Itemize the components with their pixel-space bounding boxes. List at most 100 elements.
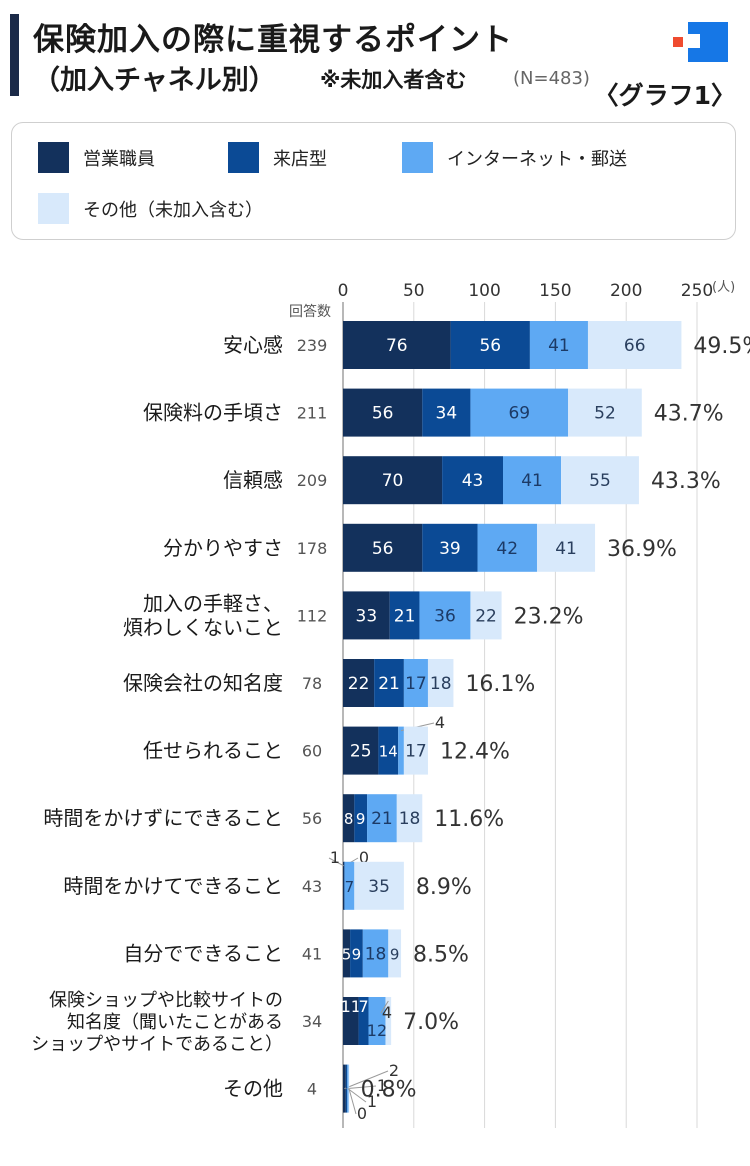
data-label: 70: [382, 471, 404, 491]
response-count: 56: [302, 809, 322, 828]
bar-segment-4: [536, 523, 596, 572]
data-label: 9: [352, 945, 362, 963]
data-label: 4: [435, 713, 445, 732]
response-count: 178: [297, 539, 328, 558]
percentage-label: 23.2%: [514, 604, 584, 629]
category-label: 時間をかけずにできること: [43, 806, 283, 830]
data-label: 55: [589, 471, 611, 491]
x-tick-label: 250: [681, 281, 713, 301]
response-count: 60: [302, 742, 322, 761]
data-label: 56: [372, 539, 394, 559]
category-label: 信頼感: [223, 468, 283, 492]
sample-size: (N=483): [513, 68, 590, 89]
bar-segment-3: [368, 997, 386, 1045]
legend-item-internet-mail: インターネット・郵送: [402, 142, 627, 173]
graph-number-label: 〈グラフ1〉: [593, 81, 736, 110]
data-label: 39: [439, 539, 461, 559]
bar-segment-3: [367, 794, 397, 843]
bar-segment-3: [419, 591, 471, 640]
bar-segment-2: [422, 523, 478, 572]
legend-item-other: その他（未加入含む）: [38, 193, 263, 224]
data-label: 43: [462, 471, 484, 491]
data-label: 11: [341, 997, 361, 1016]
response-count: 34: [302, 1012, 322, 1031]
data-label: 18: [365, 944, 387, 964]
category-label: 時間をかけてできること: [63, 874, 283, 898]
percentage-label: 8.5%: [413, 942, 469, 967]
bar-segment-4: [385, 997, 392, 1045]
data-label: 21: [394, 606, 416, 626]
bar-segment-4: [396, 794, 423, 843]
callout-line: [344, 1070, 389, 1090]
legend-swatch: [38, 193, 69, 224]
bar-segment-3: [503, 456, 562, 505]
bar-segment-1: [343, 388, 423, 437]
bar-segment-2: [442, 456, 504, 505]
bar-segment-2: [374, 659, 404, 707]
response-count: 4: [307, 1080, 317, 1099]
legend-label: 来店型: [273, 148, 327, 170]
bar-segment-3: [362, 929, 389, 978]
bar-segment-1: [343, 523, 423, 572]
legend-swatch: [402, 142, 433, 173]
category-label: 安心感: [223, 333, 283, 357]
x-tick-label: 100: [468, 281, 500, 301]
data-label: 36: [434, 606, 456, 626]
response-count: 112: [297, 606, 328, 625]
data-label: 9: [356, 810, 366, 828]
data-label: 69: [508, 404, 530, 424]
legend-label: インターネット・郵送: [447, 148, 627, 170]
category-label: 保険料の手頃さ: [143, 401, 283, 425]
percentage-label: 49.5%: [693, 334, 750, 359]
data-label: 22: [348, 674, 370, 694]
data-label: 42: [496, 539, 518, 559]
bar-segment-1: [343, 659, 375, 707]
chart-note: ※未加入者含む: [320, 68, 467, 92]
x-tick-label: 150: [539, 281, 571, 301]
data-label: 52: [594, 404, 616, 424]
data-label: 2: [389, 1061, 399, 1080]
bar-segment-3: [344, 861, 355, 910]
data-label: 7: [358, 997, 368, 1016]
bar-segment-1: [343, 591, 390, 640]
response-count: 239: [297, 336, 328, 355]
legend-swatch: [38, 142, 69, 173]
percentage-label: 43.3%: [651, 469, 721, 494]
bar-segment-1: [343, 321, 451, 369]
callout-line: [348, 1088, 357, 1115]
data-label: 25: [350, 742, 372, 762]
percentage-label: 8.9%: [416, 875, 472, 900]
bar-segment-1: [343, 929, 351, 978]
percentage-label: 36.9%: [607, 537, 677, 562]
data-label: 17: [405, 742, 427, 762]
response-count: 211: [297, 404, 328, 423]
percentage-label: 43.7%: [654, 402, 724, 427]
bar-segment-1: [343, 726, 379, 775]
category-label: 加入の手軽さ、: [143, 591, 283, 615]
data-label: 76: [386, 336, 408, 356]
bar-segment-2: [358, 997, 369, 1045]
count-header: 回答数: [289, 303, 331, 320]
bar-segment-2: [389, 591, 420, 640]
title-accent-bar: [10, 14, 19, 96]
callout-line: [380, 1000, 389, 1014]
bar-segment-4: [403, 726, 428, 775]
data-label: 14: [379, 743, 398, 761]
bar-segment-3: [529, 321, 588, 369]
percentage-label: 16.1%: [465, 672, 535, 697]
category-label: 知名度（聞いたことがある: [67, 1012, 283, 1033]
bar-segment-2: [422, 388, 471, 437]
data-label: 56: [372, 404, 394, 424]
data-label: 4: [382, 1003, 392, 1022]
category-label: 任せられること: [143, 739, 283, 763]
bar-segment-4: [427, 659, 454, 707]
x-tick-label: 50: [403, 281, 425, 301]
legend: 営業職員 来店型 インターネット・郵送 その他（未加入含む）: [11, 122, 736, 240]
data-label: 41: [555, 539, 577, 559]
data-label: 34: [436, 404, 458, 424]
callout-line: [347, 1088, 367, 1103]
bar-segment-2: [345, 1064, 348, 1113]
legend-swatch: [228, 142, 259, 173]
data-label: 17: [405, 674, 427, 694]
